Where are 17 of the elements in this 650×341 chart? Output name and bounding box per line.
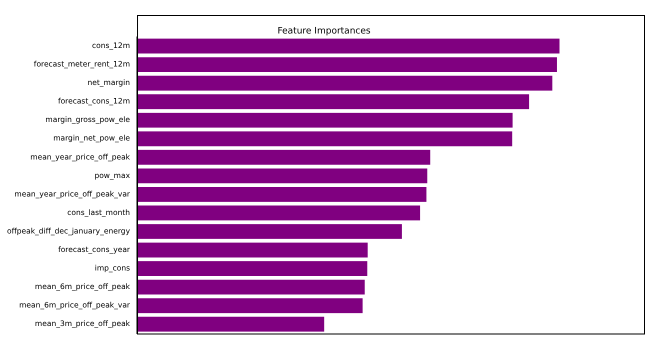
bar bbox=[137, 112, 513, 128]
bar bbox=[137, 224, 402, 239]
bar bbox=[137, 168, 428, 184]
bar bbox=[137, 298, 363, 314]
bar bbox=[137, 150, 430, 165]
chart-title: Feature Importances bbox=[277, 26, 371, 37]
bar bbox=[137, 38, 560, 54]
bar bbox=[137, 316, 324, 332]
bar bbox=[137, 261, 368, 276]
bar bbox=[137, 280, 365, 295]
bar bbox=[137, 242, 368, 258]
bar bbox=[137, 131, 512, 146]
bar bbox=[137, 187, 426, 202]
bar bbox=[137, 94, 530, 110]
bar bbox=[137, 206, 420, 220]
bar bbox=[137, 57, 557, 72]
bar bbox=[137, 76, 552, 91]
